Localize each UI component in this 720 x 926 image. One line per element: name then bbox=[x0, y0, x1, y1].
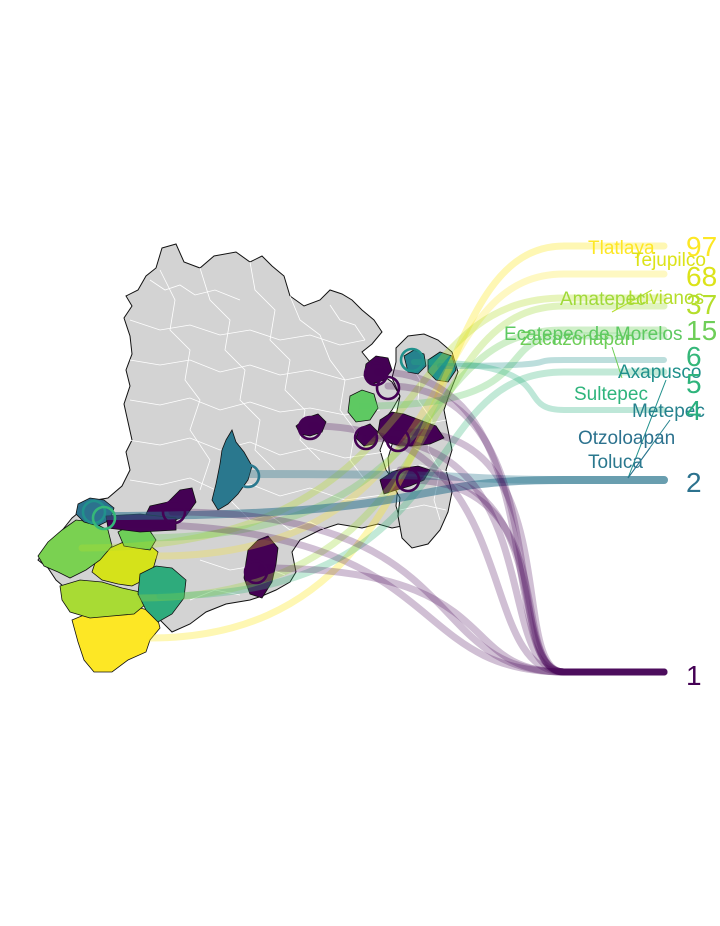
municipality-amatepec bbox=[59, 579, 147, 619]
flow-ribbon-p-i bbox=[384, 382, 668, 676]
leader-line-luvianos bbox=[611, 289, 653, 313]
value-label-4: 4 bbox=[686, 395, 702, 426]
label-tlatlaya: Tlatlaya bbox=[588, 238, 655, 259]
municipality-polygons bbox=[37, 349, 457, 673]
value-label-5: 5 bbox=[686, 368, 702, 399]
flow-ribbon-otzoloapan bbox=[100, 476, 668, 520]
flow-ribbon-p-a bbox=[168, 508, 668, 676]
municipality-value-1-f bbox=[377, 411, 445, 447]
label-amatepec: Amatepec bbox=[560, 289, 646, 310]
centroid-markers bbox=[81, 347, 425, 585]
value-label-1: 1 bbox=[686, 660, 702, 691]
value-label-6: 6 bbox=[686, 341, 702, 372]
centroid-marker-ecatepec bbox=[349, 395, 375, 421]
flow-ribbons bbox=[78, 242, 668, 676]
flow-ribbon-sultepec bbox=[156, 368, 668, 600]
municipality-tlatlaya bbox=[71, 607, 161, 673]
flow-ribbon-p-f bbox=[406, 428, 668, 676]
label-sultepec: Sultepec bbox=[574, 384, 648, 405]
leader-line-zacazonapan bbox=[611, 346, 623, 379]
flow-ribbon-p-h bbox=[404, 476, 668, 676]
municipality-toluca bbox=[211, 429, 253, 511]
flow-ribbon-p-c bbox=[258, 564, 668, 676]
label-tejupilco: Tejupilco bbox=[632, 250, 706, 271]
leader-line-axapusco bbox=[627, 379, 667, 479]
leader-line-otzoloapan bbox=[627, 447, 651, 479]
flow-ribbon-p-j bbox=[396, 466, 668, 676]
centroid-marker-value-1-d bbox=[297, 415, 323, 441]
value-label-97: 97 bbox=[686, 231, 717, 262]
centroid-marker-value-1-a bbox=[161, 499, 187, 525]
centroid-marker-metepec bbox=[399, 347, 425, 373]
value-label-2: 2 bbox=[686, 467, 702, 498]
value-labels: 97 68 37 15 6 5 4 2 1 bbox=[686, 231, 717, 691]
label-axapusco: Axapusco bbox=[618, 362, 701, 383]
label-otzoloapan: Otzoloapan bbox=[578, 428, 675, 449]
flow-ribbon-ecatepec bbox=[358, 332, 668, 410]
centroid-marker-value-1-h bbox=[395, 467, 421, 493]
centroid-marker-zacazonapan bbox=[91, 505, 117, 531]
flow-ribbon-metepec bbox=[411, 359, 667, 413]
flow-ribbon-axapusco bbox=[437, 357, 667, 369]
flow-ribbon-zacazonapan bbox=[136, 326, 668, 542]
label-toluca: Toluca bbox=[588, 452, 643, 473]
centroid-marker-value-1-i bbox=[375, 375, 401, 401]
centroid-marker-value-1-c bbox=[243, 559, 269, 585]
value-label-37: 37 bbox=[686, 289, 717, 320]
flow-ribbon-toluca bbox=[246, 470, 668, 484]
flow-ribbon-luvianos bbox=[78, 294, 668, 552]
value-label-68: 68 bbox=[686, 261, 717, 292]
label-ecatepec-de-morelos: Ecatepec de Morelos bbox=[504, 324, 683, 345]
flow-ribbon-tlatlaya bbox=[146, 242, 668, 642]
flow-ribbon-p-g bbox=[362, 434, 668, 676]
flow-ribbon-p-e bbox=[374, 368, 668, 676]
centroid-marker-value-1-e bbox=[363, 361, 389, 387]
municipality-luvianos bbox=[37, 519, 113, 579]
value-label-15: 15 bbox=[686, 315, 717, 346]
centroid-marker-value-1-g bbox=[353, 425, 379, 451]
label-zacazonapan: Zacazonapan bbox=[520, 329, 635, 350]
centroid-marker-toluca bbox=[235, 463, 261, 489]
centroid-marker-value-1-f bbox=[385, 427, 411, 453]
label-leader-lines bbox=[611, 289, 671, 479]
flow-ribbon-tejupilco bbox=[154, 270, 668, 560]
municipality-sultepec bbox=[137, 565, 187, 623]
municipality-axapusco bbox=[427, 351, 457, 383]
flow-ribbon-p-d bbox=[308, 422, 668, 676]
label-luvianos: Luvianos bbox=[628, 288, 704, 309]
label-metepec: Metepec bbox=[632, 401, 705, 422]
municipality-labels: Tlatlaya Tejupilco Luvianos Amatepec Zac… bbox=[504, 238, 706, 473]
flow-ribbon-p-b bbox=[116, 520, 668, 676]
